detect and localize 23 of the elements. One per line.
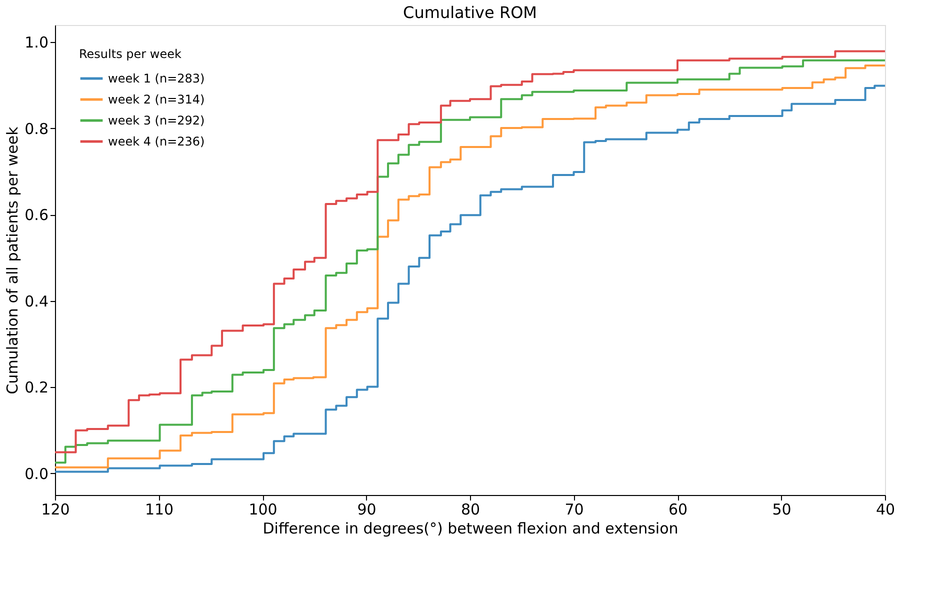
x-tick-label: 120: [41, 500, 70, 518]
y-axis-title: Cumulation of all patients per week: [4, 126, 22, 394]
y-tick-label: 0.0: [24, 464, 48, 483]
x-tick-label: 50: [772, 500, 792, 518]
y-tick-label: 0.2: [24, 378, 48, 397]
y-tick-label: 0.4: [24, 292, 48, 310]
x-tick-label: 90: [357, 500, 376, 518]
x-tick-label: 40: [876, 500, 896, 518]
y-tick-label: 1.0: [24, 34, 48, 52]
x-tick-label: 60: [668, 500, 688, 518]
x-tick-label: 70: [564, 500, 584, 518]
legend-label: week 1 (n=283): [108, 72, 205, 86]
x-tick-label: 100: [248, 500, 278, 518]
legend-label: week 4 (n=236): [108, 134, 205, 148]
legend-label: week 3 (n=292): [108, 114, 205, 128]
legend-label: week 2 (n=314): [108, 92, 205, 106]
chart-title: Cumulative ROM: [403, 3, 537, 22]
y-tick-label: 0.8: [24, 120, 48, 138]
x-tick-label: 110: [144, 500, 174, 518]
legend-title: Results per week: [79, 47, 182, 61]
x-tick-label: 80: [460, 500, 480, 518]
x-axis-title: Difference in degrees(°) between flexion and extension: [262, 520, 678, 538]
y-tick-label: 0.6: [24, 206, 48, 224]
